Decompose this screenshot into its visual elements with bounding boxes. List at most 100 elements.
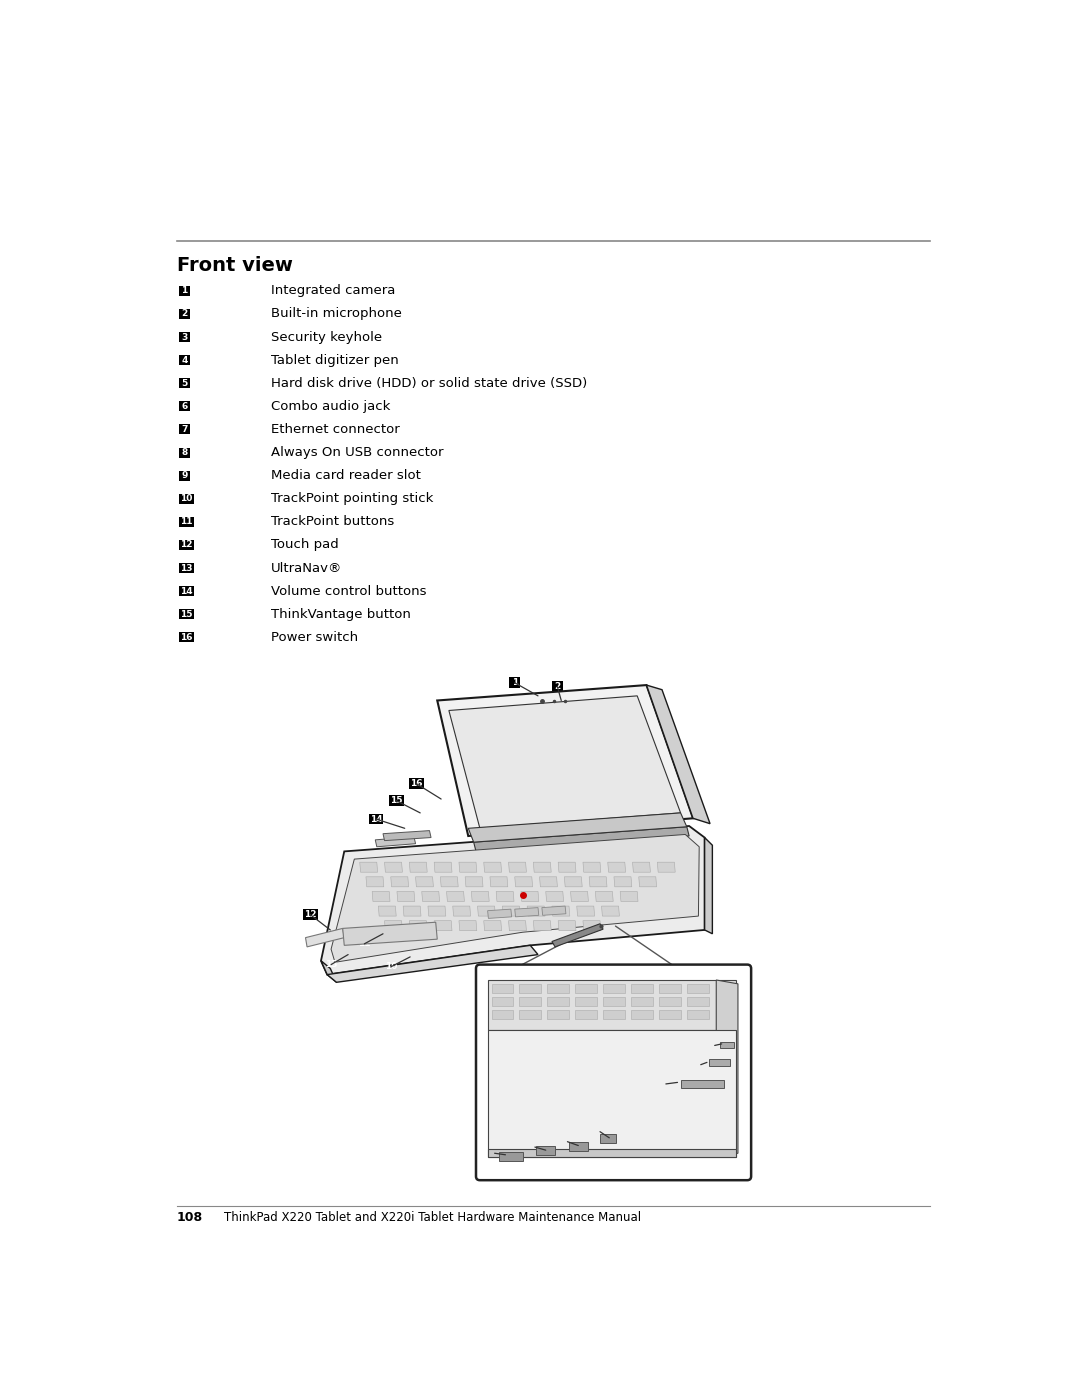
Polygon shape bbox=[496, 891, 514, 901]
FancyBboxPatch shape bbox=[510, 678, 521, 689]
Text: Tablet digitizer pen: Tablet digitizer pen bbox=[271, 353, 399, 366]
Text: 4: 4 bbox=[704, 1058, 711, 1067]
Polygon shape bbox=[552, 923, 603, 947]
Polygon shape bbox=[620, 891, 638, 901]
Polygon shape bbox=[638, 877, 657, 887]
Polygon shape bbox=[558, 862, 576, 872]
Polygon shape bbox=[360, 862, 378, 872]
Polygon shape bbox=[577, 907, 595, 916]
Polygon shape bbox=[384, 862, 403, 872]
Text: 7: 7 bbox=[181, 425, 188, 434]
FancyBboxPatch shape bbox=[179, 309, 190, 319]
FancyBboxPatch shape bbox=[179, 332, 190, 342]
Polygon shape bbox=[321, 826, 704, 975]
FancyBboxPatch shape bbox=[489, 1148, 500, 1158]
FancyBboxPatch shape bbox=[476, 964, 751, 1180]
Text: Volume control buttons: Volume control buttons bbox=[271, 584, 427, 598]
Polygon shape bbox=[603, 1010, 625, 1020]
Text: 15: 15 bbox=[180, 609, 193, 619]
Polygon shape bbox=[384, 921, 403, 930]
Polygon shape bbox=[631, 1010, 652, 1020]
Polygon shape bbox=[704, 838, 713, 933]
Polygon shape bbox=[453, 907, 471, 916]
Text: Power switch: Power switch bbox=[271, 631, 357, 644]
FancyBboxPatch shape bbox=[179, 286, 190, 296]
Text: 12: 12 bbox=[303, 909, 316, 919]
Polygon shape bbox=[583, 921, 600, 930]
Polygon shape bbox=[474, 827, 689, 851]
Polygon shape bbox=[687, 983, 708, 993]
Polygon shape bbox=[471, 891, 489, 901]
Polygon shape bbox=[570, 891, 589, 901]
Polygon shape bbox=[534, 921, 551, 930]
Polygon shape bbox=[602, 907, 620, 916]
FancyBboxPatch shape bbox=[179, 563, 194, 573]
FancyBboxPatch shape bbox=[179, 379, 190, 388]
FancyBboxPatch shape bbox=[702, 1058, 713, 1067]
Text: UltraNav®: UltraNav® bbox=[271, 562, 342, 574]
Text: 13: 13 bbox=[180, 563, 193, 573]
Text: 14: 14 bbox=[180, 587, 193, 595]
Polygon shape bbox=[565, 877, 582, 887]
FancyBboxPatch shape bbox=[409, 778, 423, 789]
Polygon shape bbox=[441, 877, 458, 887]
Polygon shape bbox=[659, 983, 680, 993]
Polygon shape bbox=[465, 877, 483, 887]
Polygon shape bbox=[720, 1042, 734, 1048]
Polygon shape bbox=[515, 877, 532, 887]
Text: Integrated camera: Integrated camera bbox=[271, 285, 395, 298]
Polygon shape bbox=[469, 813, 687, 842]
Polygon shape bbox=[608, 862, 625, 872]
Text: 9: 9 bbox=[491, 1148, 498, 1158]
FancyBboxPatch shape bbox=[716, 1038, 727, 1049]
Polygon shape bbox=[603, 983, 625, 993]
Polygon shape bbox=[434, 862, 453, 872]
FancyBboxPatch shape bbox=[179, 517, 194, 527]
Polygon shape bbox=[491, 1010, 513, 1020]
Polygon shape bbox=[658, 862, 675, 872]
FancyBboxPatch shape bbox=[179, 471, 190, 481]
Polygon shape bbox=[603, 997, 625, 1006]
FancyBboxPatch shape bbox=[179, 539, 194, 550]
Text: 10: 10 bbox=[384, 963, 397, 971]
FancyBboxPatch shape bbox=[179, 493, 194, 504]
FancyBboxPatch shape bbox=[368, 813, 383, 824]
Polygon shape bbox=[537, 1146, 555, 1155]
Polygon shape bbox=[409, 921, 428, 930]
Polygon shape bbox=[540, 877, 557, 887]
FancyBboxPatch shape bbox=[179, 447, 190, 458]
Text: Combo audio jack: Combo audio jack bbox=[271, 400, 390, 414]
FancyBboxPatch shape bbox=[672, 1077, 683, 1088]
Text: 1: 1 bbox=[512, 679, 518, 687]
Text: Hard disk drive (HDD) or solid state drive (SSD): Hard disk drive (HDD) or solid state dri… bbox=[271, 377, 586, 390]
Polygon shape bbox=[422, 891, 440, 901]
Polygon shape bbox=[383, 831, 431, 841]
Polygon shape bbox=[548, 1010, 569, 1020]
Text: ThinkVantage button: ThinkVantage button bbox=[271, 608, 410, 620]
Polygon shape bbox=[613, 877, 632, 887]
Polygon shape bbox=[409, 862, 428, 872]
Polygon shape bbox=[488, 909, 512, 918]
FancyBboxPatch shape bbox=[179, 633, 194, 643]
FancyBboxPatch shape bbox=[324, 960, 338, 970]
Polygon shape bbox=[708, 1059, 730, 1066]
Polygon shape bbox=[595, 891, 613, 901]
Polygon shape bbox=[373, 891, 390, 901]
Polygon shape bbox=[509, 862, 526, 872]
Polygon shape bbox=[633, 862, 650, 872]
Text: 11: 11 bbox=[359, 939, 370, 949]
FancyBboxPatch shape bbox=[179, 609, 194, 619]
Text: Media card reader slot: Media card reader slot bbox=[271, 469, 420, 482]
Polygon shape bbox=[534, 862, 551, 872]
FancyBboxPatch shape bbox=[179, 401, 190, 411]
Polygon shape bbox=[521, 891, 539, 901]
Text: 5: 5 bbox=[674, 1078, 680, 1087]
Text: 10: 10 bbox=[180, 495, 192, 503]
Polygon shape bbox=[519, 983, 541, 993]
Polygon shape bbox=[576, 983, 597, 993]
Polygon shape bbox=[519, 1010, 541, 1020]
Text: Always On USB connector: Always On USB connector bbox=[271, 446, 443, 460]
Polygon shape bbox=[552, 907, 570, 916]
Polygon shape bbox=[590, 877, 607, 887]
Polygon shape bbox=[716, 979, 738, 1157]
